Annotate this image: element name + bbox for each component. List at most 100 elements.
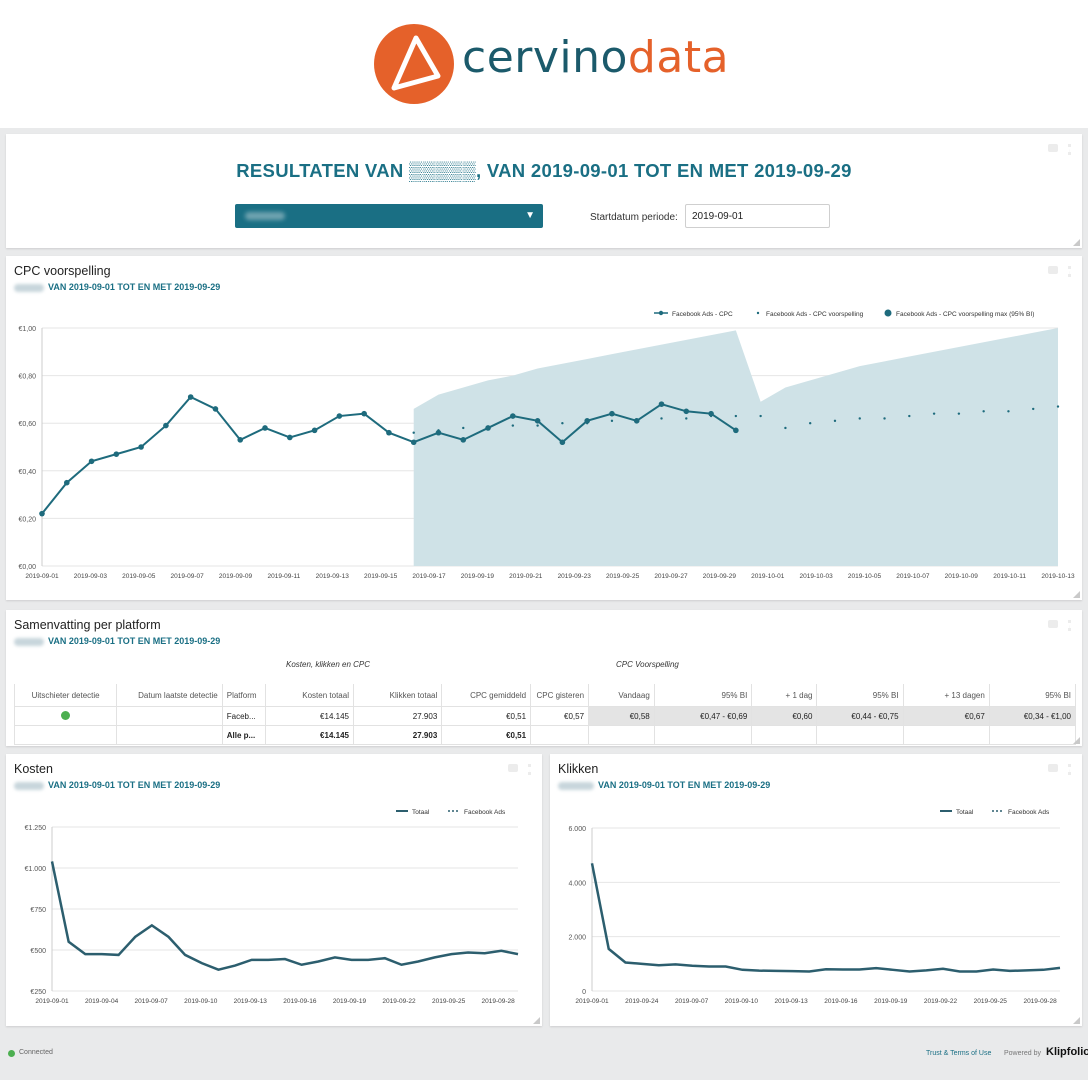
group-header-costs: Kosten, klikken en CPC: [286, 660, 371, 669]
column-header[interactable]: 95% BI: [988, 684, 1077, 707]
favorite-icon[interactable]: [508, 764, 518, 772]
more-menu-icon[interactable]: [1068, 764, 1074, 775]
cpc-data-point: [386, 429, 392, 436]
more-menu-icon[interactable]: [1068, 144, 1074, 155]
resize-handle-icon[interactable]: [1073, 737, 1080, 744]
more-menu-icon[interactable]: [1068, 620, 1074, 631]
table-cell: €14.145: [264, 706, 354, 726]
forecast-point: [982, 410, 985, 413]
table-cell: €0,57: [530, 706, 590, 726]
column-header[interactable]: 95% BI: [816, 684, 904, 707]
legend-swatch-dot: [756, 311, 760, 315]
cpc-data-point: [534, 418, 541, 424]
column-header[interactable]: + 13 dagen: [902, 684, 990, 707]
forecast-point: [908, 414, 911, 418]
cpc-data-point: [633, 418, 640, 424]
cpc-data-point: [460, 437, 467, 443]
x-tick-label: 2019-09-24: [625, 998, 659, 1005]
more-menu-icon[interactable]: [528, 764, 534, 775]
header-panel: RESULTATEN VAN ▒▒▒▒▒, VAN 2019-09-01 TOT…: [6, 134, 1082, 248]
cpc-data-point: [733, 427, 739, 434]
x-tick-label: 2019-09-22: [924, 998, 958, 1005]
cpc-panel: CPC voorspelling VAN 2019-09-01 TOT EN M…: [6, 256, 1082, 600]
forecast-point: [957, 412, 961, 415]
forecast-point: [858, 417, 861, 420]
x-tick-label: 2019-10-03: [799, 573, 833, 580]
cpc-data-point: [262, 425, 268, 431]
start-date-input[interactable]: [685, 204, 830, 228]
forecast-point: [462, 426, 465, 430]
cpc-data-point: [63, 479, 70, 486]
table-cell: [588, 725, 655, 745]
table-cell: 27.903: [352, 706, 443, 726]
x-tick-label: 2019-09-04: [85, 998, 119, 1005]
y-tick-label: €0,20: [18, 516, 36, 523]
column-header[interactable]: CPC gemiddeld: [441, 684, 532, 707]
forecast-point: [660, 417, 663, 420]
column-header[interactable]: Platform: [221, 684, 266, 707]
table-header-row: Uitschieter detectie Datum laatste detec…: [13, 684, 1077, 707]
x-tick-label: 2019-09-19: [461, 573, 495, 580]
x-tick-label: 2019-09-16: [824, 998, 858, 1005]
table-row[interactable]: Alle p... €14.145 27.903 €0,51: [13, 725, 1077, 745]
table-cell: €0,44 - €0,75: [816, 706, 904, 726]
x-tick-label: 2019-09-23: [558, 573, 592, 580]
x-tick-label: 2019-09-19: [874, 998, 908, 1005]
klikken-chart: 0 2.000 4.000 6.000 2019-09-01 2019-09-24 2019…: [568, 809, 1061, 1005]
x-tick-label: 2019-09-09: [219, 573, 253, 580]
x-tick-label: 2019-10-13: [1041, 573, 1075, 580]
resize-handle-icon[interactable]: [533, 1017, 540, 1024]
x-tick-label: 2019-09-01: [35, 998, 69, 1005]
y-tick-label: €250: [30, 989, 46, 996]
favorite-icon[interactable]: [1048, 620, 1058, 628]
cpc-chart: €0,00 €0,20 €0,40 €0,60 €0,80 €1,00 2019-09-01…: [18, 309, 1075, 580]
kosten-chart: €250 €500 €750 €1.000 €1.250 2019-09-01 2019-0…: [25, 809, 519, 1005]
legend-label: Facebook Ads - CPC voorspelling: [766, 311, 864, 318]
favorite-icon[interactable]: [1048, 764, 1058, 772]
resize-handle-icon[interactable]: [1073, 239, 1080, 246]
cpc-data-point: [559, 439, 566, 446]
table-cell: €0,51: [441, 725, 532, 745]
resize-handle-icon[interactable]: [1073, 591, 1080, 598]
panel-subtitle: VAN 2019-09-01 TOT EN MET 2019-09-29: [14, 636, 220, 646]
legend-label: Facebook Ads - CPC: [672, 311, 733, 318]
x-tick-label: 2019-09-01: [25, 573, 59, 580]
column-header[interactable]: Vandaag: [588, 684, 655, 707]
cpc-data-point: [485, 425, 491, 431]
y-tick-label: €1.250: [25, 825, 47, 832]
favorite-icon[interactable]: [1048, 266, 1058, 274]
panel-subtitle: VAN 2019-09-01 TOT EN MET 2019-09-29: [558, 780, 770, 790]
connection-status: Connected: [19, 1049, 53, 1056]
cpc-data-point: [683, 408, 690, 415]
more-menu-icon[interactable]: [1068, 266, 1074, 277]
forecast-point: [610, 419, 614, 423]
panel-subtitle: VAN 2019-09-01 TOT EN MET 2019-09-29: [14, 780, 220, 790]
column-header[interactable]: Kosten totaal: [264, 684, 354, 707]
klipfolio-logo: Klipfolio: [1046, 1046, 1088, 1058]
table-row[interactable]: Faceb... €14.145 27.903 €0,51 €0,57 €0,5…: [13, 706, 1077, 726]
x-tick-label: 2019-09-15: [364, 573, 398, 580]
legend-label: Facebook Ads: [464, 809, 506, 816]
forecast-point: [734, 414, 738, 418]
resize-handle-icon[interactable]: [1073, 1017, 1080, 1024]
table-cell: €14.145: [264, 725, 354, 745]
trust-terms-link[interactable]: Trust & Terms of Use: [926, 1050, 992, 1057]
table-cell: €0,51: [441, 706, 532, 726]
column-header[interactable]: CPC gisteren: [530, 684, 590, 707]
confidence-band-area: [413, 328, 1059, 566]
column-header[interactable]: Klikken totaal: [352, 684, 443, 707]
cpc-data-point: [237, 437, 244, 443]
legend-label: Facebook Ads - CPC voorspelling max (95%…: [896, 311, 1034, 318]
account-select[interactable]: ▼: [235, 204, 543, 228]
y-tick-label: €500: [30, 948, 46, 955]
column-header[interactable]: + 1 dag: [751, 684, 818, 707]
forecast-point: [685, 417, 688, 420]
table-cell: 27.903: [352, 725, 443, 745]
cpc-data-point: [609, 410, 615, 417]
column-header[interactable]: Uitschieter detectie: [13, 684, 118, 707]
column-header[interactable]: Datum laatste detectie: [116, 684, 223, 707]
favorite-icon[interactable]: [1048, 144, 1058, 152]
column-header[interactable]: 95% BI: [653, 684, 753, 707]
legend-label: Facebook Ads: [1008, 809, 1050, 816]
brand-header: cervinodata: [0, 0, 1088, 128]
